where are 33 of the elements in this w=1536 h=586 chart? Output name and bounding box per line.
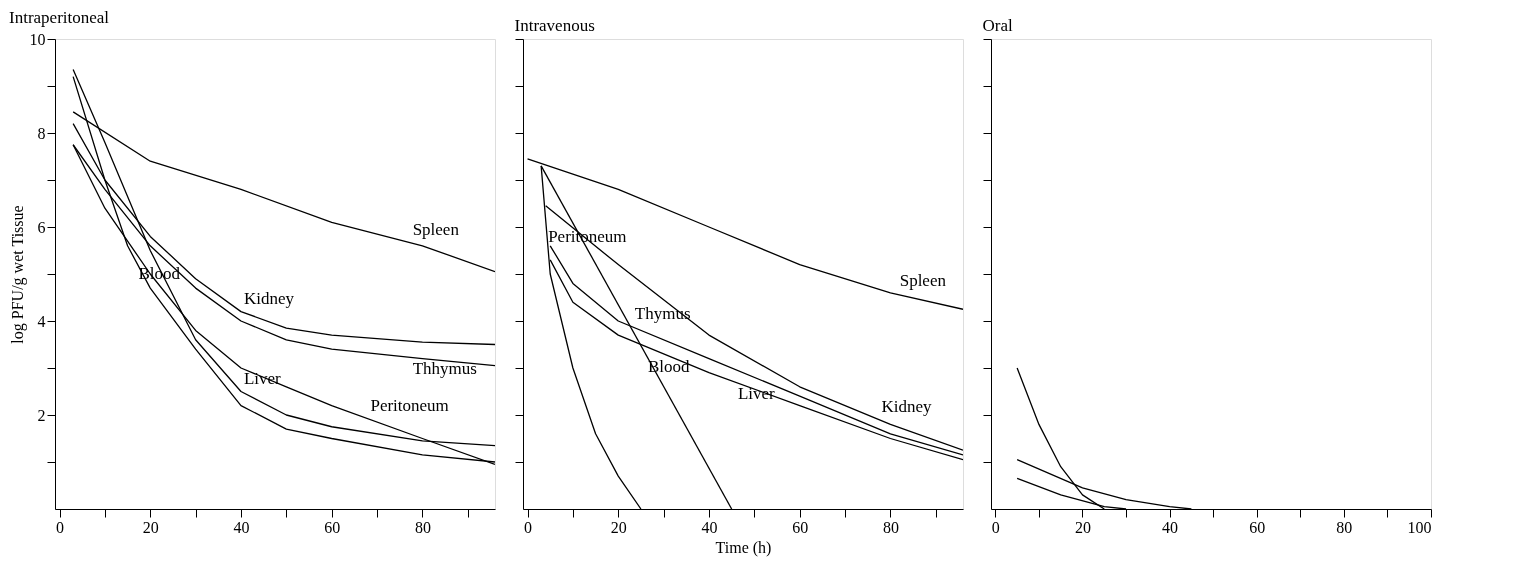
legend-label: Spleen (899, 271, 947, 291)
x-tick-label: 20 (1074, 518, 1091, 536)
x-tick-label: 60 (792, 518, 809, 536)
x-tick-label: 0 (524, 518, 533, 536)
series-label: Peritoneum (370, 395, 449, 415)
x-tick-label: 80 (882, 518, 899, 536)
chart-title: Intraperitoneal (9, 8, 110, 27)
x-tick-label: 40 (1162, 518, 1179, 536)
x-tick-label: 100 (1407, 518, 1432, 536)
chart-title: Oral (982, 15, 1013, 35)
x-tick-label: 80 (414, 518, 431, 536)
series-label: Kidney (243, 288, 295, 308)
y-tick-label: 2 (37, 406, 46, 424)
x-tick-label: 0 (991, 518, 1000, 536)
x-tick-label: 0 (56, 518, 65, 536)
y-tick-label: 8 (37, 124, 46, 142)
y-tick-label: 6 (37, 218, 46, 236)
y-tick-label: 4 (37, 312, 46, 330)
y-tick-label: 10 (29, 30, 46, 48)
x-tick-label: 40 (701, 518, 718, 536)
y-axis-title: log PFU/g wet Tissue (8, 205, 27, 344)
series-label: Spleen (412, 219, 460, 239)
x-tick-label: 60 (1249, 518, 1266, 536)
x-axis-title: Time (h) (715, 538, 772, 557)
x-tick-label: 20 (610, 518, 627, 536)
legend-label: Thhymus (412, 359, 477, 379)
chart-title: Intravenous (514, 15, 595, 35)
series-label: Liver (737, 384, 776, 404)
x-tick-label: 80 (1336, 518, 1353, 536)
x-tick-label: 40 (233, 518, 250, 536)
x-tick-label: 60 (324, 518, 341, 536)
x-tick-label: 20 (142, 518, 159, 536)
series-label: Kidney (881, 396, 933, 416)
